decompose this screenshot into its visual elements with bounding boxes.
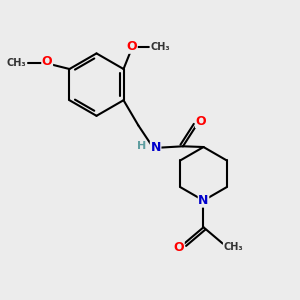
Text: CH₃: CH₃ [150, 42, 170, 52]
Text: H: H [137, 141, 147, 151]
Text: O: O [196, 115, 206, 128]
Text: O: O [173, 241, 184, 254]
Text: N: N [198, 194, 209, 207]
Text: CH₃: CH₃ [6, 58, 26, 68]
Text: CH₃: CH₃ [224, 242, 243, 252]
Text: O: O [42, 55, 52, 68]
Text: N: N [150, 141, 161, 154]
Text: O: O [127, 40, 137, 53]
